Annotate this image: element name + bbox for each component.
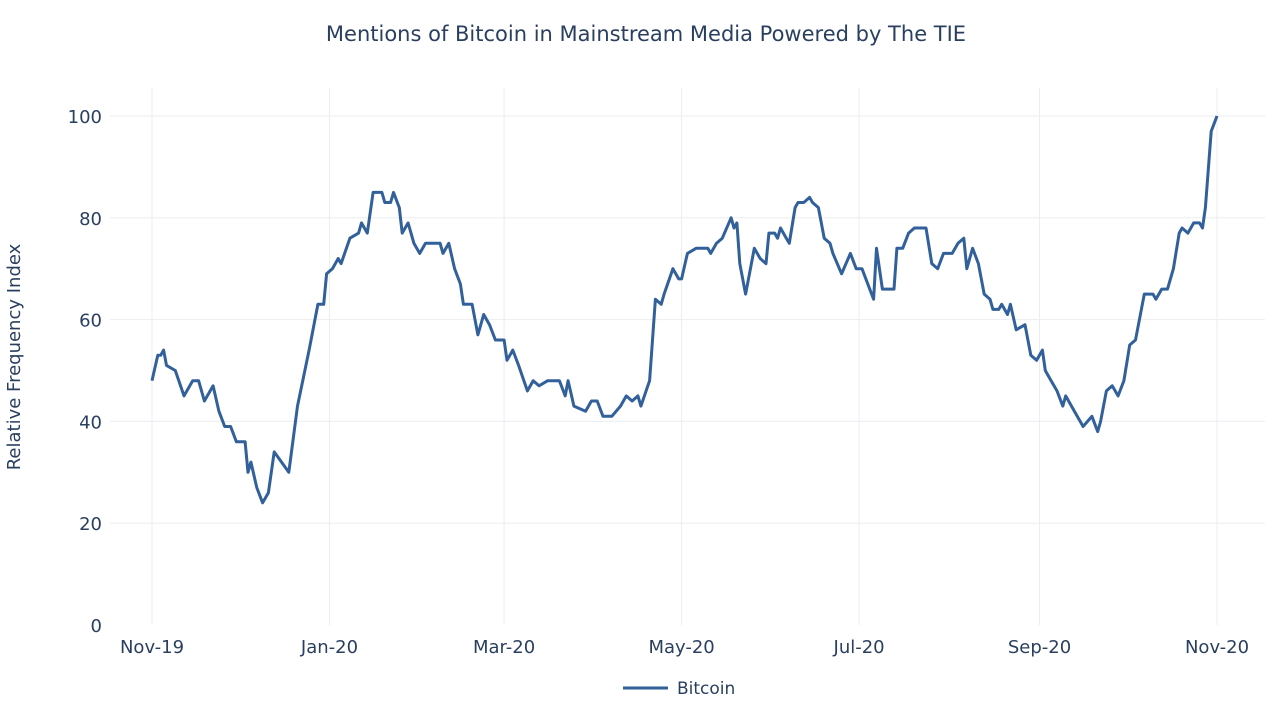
plot-area xyxy=(150,115,1219,505)
x-tick-label: Jan-20 xyxy=(300,637,358,658)
x-tick-label: Sep-20 xyxy=(1008,637,1071,658)
x-axis-ticks: Nov-19 Jan-20 Mar-20 May-20 Jul-20 Sep-20 Nov-… xyxy=(120,637,1249,658)
series-line-bitcoin xyxy=(150,115,1219,505)
legend[interactable]: Bitcoin xyxy=(623,679,735,699)
x-tick-label: Jul-20 xyxy=(833,637,885,658)
y-tick-label: 100 xyxy=(68,107,102,128)
y-tick-label: 80 xyxy=(79,209,102,230)
x-tick-label: Nov-20 xyxy=(1185,637,1249,658)
y-tick-label: 40 xyxy=(79,412,102,433)
chart-title: Mentions of Bitcoin in Mainstream Media … xyxy=(326,22,966,46)
x-tick-label: Mar-20 xyxy=(473,637,535,658)
y-tick-label: 60 xyxy=(79,311,102,332)
x-tick-label: Nov-19 xyxy=(120,637,184,658)
y-tick-label: 20 xyxy=(79,514,102,535)
y-tick-label: 0 xyxy=(91,616,102,637)
legend-label-bitcoin: Bitcoin xyxy=(677,679,735,699)
gridlines xyxy=(110,88,1265,625)
y-axis-label: Relative Frequency Index xyxy=(4,243,25,470)
y-axis-ticks: 0 20 40 60 80 100 xyxy=(68,107,102,637)
x-tick-label: May-20 xyxy=(648,637,714,658)
